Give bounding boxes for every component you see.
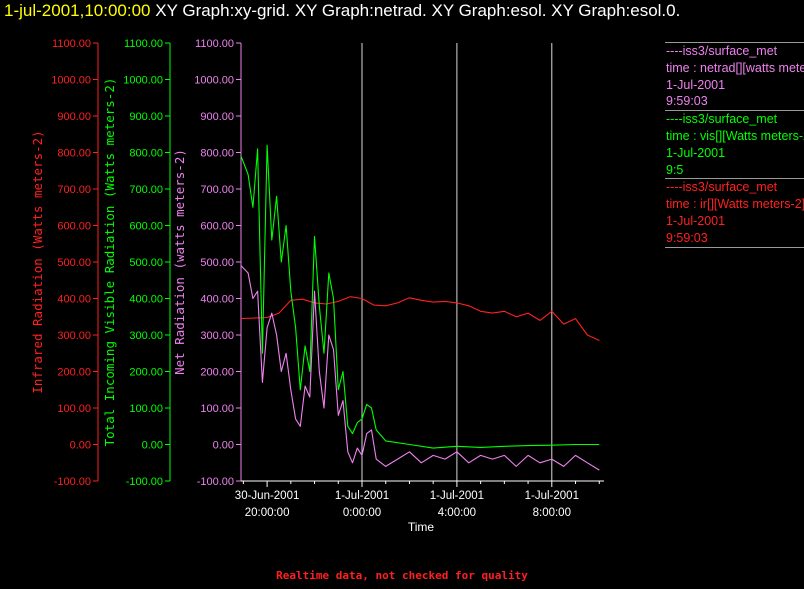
legend-entry-netrad: ----iss3/surface_met time : netrad[][wat…	[665, 42, 804, 112]
legend-time: 9:5	[666, 162, 684, 177]
y-axis-1: -100.00 0.00 100.00 200.00 300.00 400.00 500.0…	[30, 38, 99, 488]
legend-source: ----iss3/surface_met	[666, 44, 778, 58]
y-tick-label: 200.00	[200, 367, 234, 379]
y-tick-label: 800.00	[200, 148, 234, 160]
y-tick-label: 600.00	[129, 221, 163, 233]
legend-date: 1-Jul-2001	[666, 77, 726, 92]
legend-date: 1-Jul-2001	[666, 145, 726, 160]
y-tick-label: 700.00	[200, 184, 234, 196]
x-tick-label: 4:00:00	[438, 507, 476, 519]
y-tick-label: 500.00	[200, 257, 234, 269]
y-tick-label: 900.00	[200, 111, 234, 123]
y-tick-label: 400.00	[129, 294, 163, 306]
y-tick-label: 100.00	[129, 403, 163, 415]
legend-source: ----iss3/surface_met	[666, 112, 778, 127]
y-tick-label: 0.00	[70, 440, 91, 452]
y-axis-3: -100.00 0.00 100.00 200.00 300.00 400.00 500.0…	[172, 38, 242, 488]
y-tick-label: 1100.00	[52, 38, 91, 50]
y-tick-label: 500.00	[57, 257, 91, 269]
series-line-vis	[240, 144, 600, 449]
x-axis: 30-Jun-2001 20:00:00 1-Jul-2001 0:00:00 1-Ju…	[235, 480, 604, 519]
legend-variable: time : ir[][Watts meters-2]	[666, 197, 804, 212]
x-tick-label: 0:00:00	[343, 507, 381, 519]
y-tick-label: 200.00	[57, 367, 91, 379]
y-tick-label: -100.00	[126, 476, 163, 488]
y-tick-label: 300.00	[200, 330, 234, 342]
y-axis-2: -100.00 0.00 100.00 200.00 300.00 400.00 500.0…	[102, 38, 171, 488]
x-tick-label: 8:00:00	[533, 507, 571, 519]
y-tick-label: 1100.00	[124, 38, 163, 50]
x-axis-label: Time	[408, 520, 435, 534]
y-tick-label: 600.00	[57, 221, 91, 233]
y-tick-label: 400.00	[200, 294, 234, 306]
y-axis-title: Net Radiation (watts meters-2)	[172, 149, 187, 375]
y-tick-label: 100.00	[57, 403, 91, 415]
y-tick-label: 400.00	[57, 294, 91, 306]
quality-disclaimer: Realtime data, not checked for quality	[276, 569, 528, 582]
series-line-netrad	[240, 265, 600, 471]
legend-time: 9:59:03	[666, 94, 708, 109]
x-tick-label: 1-Jul-2001	[430, 490, 484, 502]
timestamp: 1-jul-2001,10:00:00	[4, 1, 151, 20]
y-tick-label: 300.00	[57, 330, 91, 342]
legend-entry-ir: ----iss3/surface_met time : ir[][Watts m…	[665, 179, 804, 248]
y-tick-label: 800.00	[129, 148, 163, 160]
y-tick-label: -100.00	[54, 476, 91, 488]
y-tick-label: 600.00	[200, 221, 234, 233]
y-tick-label: 1000.00	[51, 75, 91, 87]
y-tick-label: 700.00	[129, 184, 163, 196]
title-bar: 1-jul-2001,10:00:00 XY Graph:xy-grid. XY…	[4, 1, 680, 21]
x-tick-label: 30-Jun-2001	[235, 490, 300, 502]
y-tick-label: 500.00	[129, 257, 163, 269]
y-tick-label: 0.00	[213, 440, 234, 452]
axes: -100.00 0.00 100.00 200.00 300.00 400.00 500.0…	[30, 38, 604, 519]
legend-source: ----iss3/surface_met	[666, 180, 778, 195]
y-axis-title: Infrared Radiation (Watts meters-2)	[30, 130, 45, 393]
x-tick-label: 20:00:00	[245, 507, 290, 519]
y-tick-label: -100.00	[197, 476, 234, 488]
y-tick-label: 300.00	[129, 330, 163, 342]
y-tick-label: 700.00	[57, 184, 91, 196]
graph-list: XY Graph:xy-grid. XY Graph:netrad. XY Gr…	[155, 1, 681, 20]
y-tick-label: 800.00	[57, 148, 91, 160]
y-tick-label: 1000.00	[123, 75, 163, 87]
series-lines	[240, 144, 600, 471]
legend-date: 1-Jul-2001	[666, 213, 726, 228]
y-tick-label: 100.00	[200, 403, 234, 415]
legend-entry-vis: ----iss3/surface_met time : vis[][Watts …	[665, 111, 804, 180]
x-tick-label: 1-Jul-2001	[335, 490, 389, 502]
y-tick-label: 0.00	[142, 440, 163, 452]
y-tick-label: 900.00	[129, 111, 163, 123]
vertical-gridlines	[361, 43, 553, 481]
legend-time: 9:59:03	[666, 230, 708, 245]
x-tick-label: 1-Jul-2001	[525, 490, 579, 502]
y-tick-label: 200.00	[129, 367, 163, 379]
y-tick-label: 1000.00	[194, 75, 234, 87]
legend-variable: time : vis[][Watts meters-2]	[666, 128, 804, 143]
legend: ----iss3/surface_met time : netrad[][wat…	[665, 42, 804, 248]
y-tick-label: 900.00	[57, 111, 91, 123]
y-tick-label: 1100.00	[195, 38, 234, 50]
legend-variable: time : netrad[][watts meters-2]	[666, 60, 804, 75]
y-axis-title: Total Incoming Visible Radiation (Watts …	[102, 78, 117, 447]
